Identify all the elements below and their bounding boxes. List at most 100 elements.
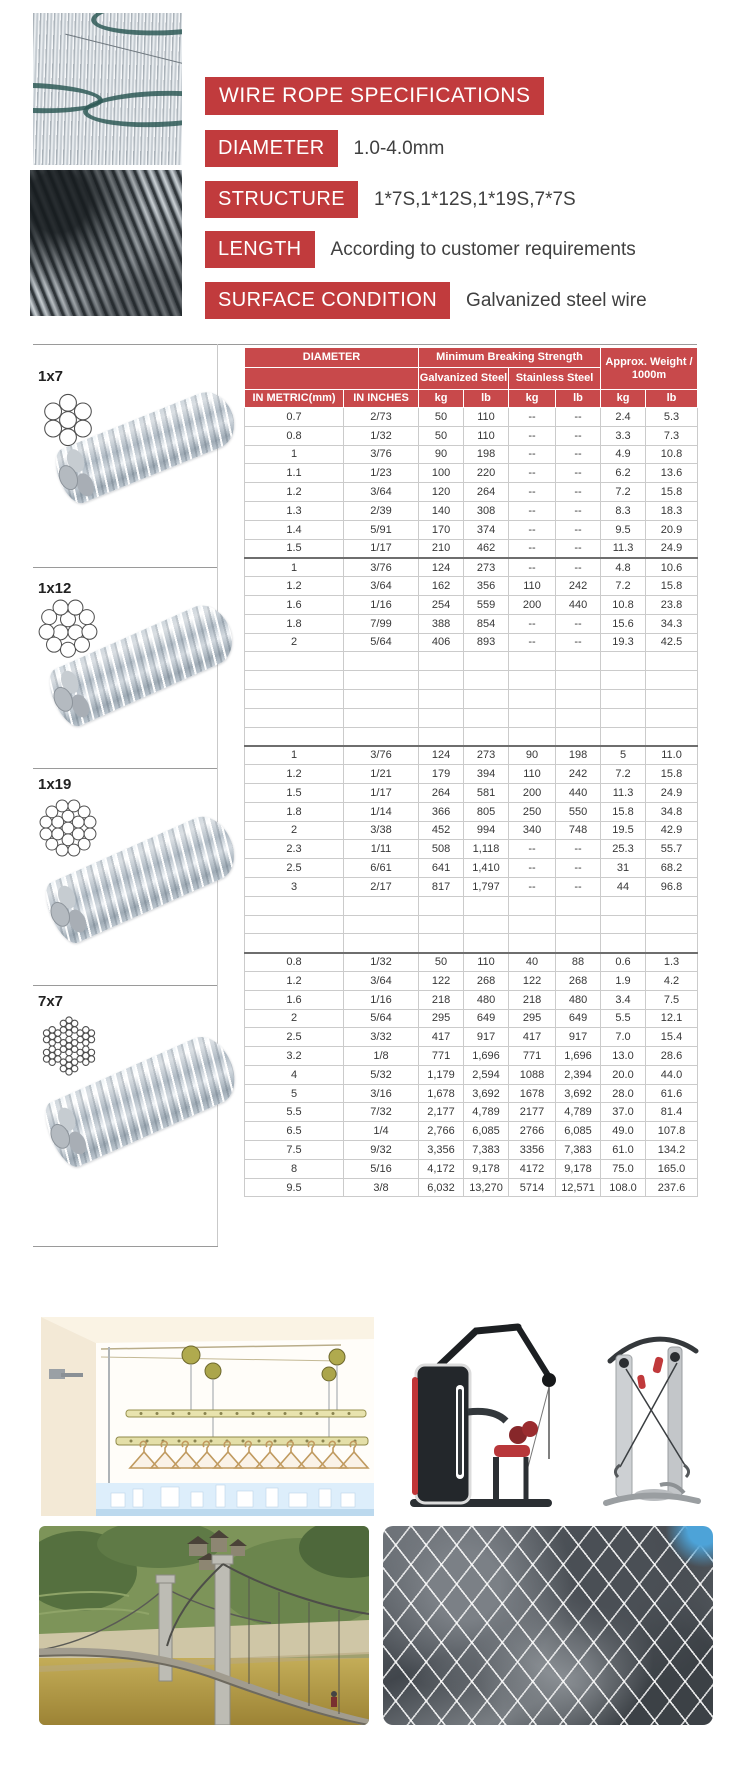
- table-row: 7.5 9/32 3,356 7,383 3356 7,383 61.0 134.2: [244, 1140, 699, 1160]
- table-row: 8 5/16 4,172 9,178 4172 9,178 75.0 165.0: [244, 1158, 699, 1179]
- table-header-weight: Approx. Weight / 1000m: [600, 347, 699, 390]
- table-cell: 210: [418, 538, 465, 559]
- spec-value: According to customer requirements: [330, 238, 636, 260]
- table-cell: 4,172: [418, 1158, 465, 1179]
- table-cell: 9,178: [555, 1158, 602, 1179]
- table-cell: 649: [555, 1008, 602, 1029]
- table-cell: 1.2: [244, 970, 344, 991]
- table-cell: [508, 933, 557, 954]
- table-cell: --: [508, 463, 557, 484]
- table-cell: [342, 651, 420, 672]
- table-cell: [645, 670, 699, 690]
- table-cell: 200: [508, 594, 557, 615]
- table-cell: 295: [418, 1008, 465, 1029]
- table-cell: [463, 651, 510, 672]
- table-cell: 440: [555, 782, 602, 803]
- table-cell: 1,696: [555, 1046, 602, 1066]
- table-cell: 917: [555, 1027, 602, 1048]
- table-cell: 1.3: [645, 951, 699, 972]
- app-image-lat-pulldown-machine: [398, 1317, 563, 1516]
- table-cell: 462: [463, 538, 510, 559]
- table-cell: 25.3: [600, 839, 647, 860]
- table-cell: 218: [418, 989, 465, 1010]
- spec-row-diameter: DIAMETER 1.0-4.0mm: [205, 130, 444, 167]
- table-cell: [508, 726, 557, 747]
- table-row: 1.6 1/16 254 559 200 440 10.8 23.8: [244, 594, 699, 615]
- table-header-breaking-strength: Minimum Breaking Strength: [418, 347, 602, 368]
- table-cell: 2: [244, 632, 344, 653]
- cross-section-diagram-1x7: [44, 393, 92, 447]
- table-cell: 1/8: [342, 1046, 420, 1066]
- cross-section-diagram-1x12: [38, 599, 98, 658]
- table-cell: 162: [418, 576, 465, 596]
- table-cell: 3/76: [342, 444, 420, 465]
- table-cell: 7.2: [600, 482, 647, 502]
- table-row: 0.7 2/73 50 110 -- -- 2.4 5.3: [244, 407, 699, 427]
- wire-coil-photo: [30, 170, 182, 316]
- table-cell: 20.9: [645, 519, 699, 540]
- app-image-rockfall-netting: [383, 1526, 713, 1725]
- table-header-row: DIAMETER Minimum Breaking Strength Appro…: [243, 347, 699, 390]
- table-cell: 1: [244, 556, 344, 578]
- rope-section-label-7x7: 7x7: [38, 993, 64, 1010]
- app-image-cable-crossover-machine: [598, 1317, 706, 1516]
- table-cell: 3/64: [342, 576, 420, 596]
- table-cell: 5/91: [342, 519, 420, 540]
- table-cell: 37.0: [600, 1102, 647, 1123]
- table-cell: [244, 895, 344, 916]
- spec-row-length: LENGTH According to customer requirement…: [205, 231, 636, 268]
- table-cell: 90: [418, 444, 465, 465]
- table-row: 1.5 1/17 210 462 -- -- 11.3 24.9: [244, 538, 699, 559]
- table-row: 3.2 1/8 771 1,696 771 1,696 13.0 28.6: [244, 1046, 699, 1066]
- table-cell: 1.8: [244, 801, 344, 822]
- table-cell: 1/17: [342, 782, 420, 803]
- spec-table-body: 0.7 2/73 50 110 -- -- 2.4 5.3 0.8 1/32 50 110 -- -- 3.…: [244, 407, 699, 1198]
- table-empty-row: [244, 726, 699, 747]
- table-cell: 7/32: [342, 1102, 420, 1123]
- table-cell: 237.6: [645, 1177, 699, 1198]
- table-row: 6.5 1/4 2,766 6,085 2766 6,085 49.0 107.8: [244, 1121, 699, 1142]
- table-cell: 110: [463, 425, 510, 446]
- table-cell: --: [555, 632, 602, 653]
- table-cell: --: [508, 632, 557, 653]
- table-cell: 50: [418, 407, 465, 427]
- table-cell: --: [508, 482, 557, 502]
- table-cell: 3,356: [418, 1140, 465, 1160]
- table-cell: 1.2: [244, 576, 344, 596]
- table-cell: --: [555, 858, 602, 878]
- table-cell: 11.3: [600, 782, 647, 803]
- table-cell: [600, 933, 647, 954]
- table-cell: 308: [463, 500, 510, 521]
- table-cell: 2,177: [418, 1102, 465, 1123]
- table-row: 1.2 3/64 162 356 110 242 7.2 15.8: [244, 576, 699, 596]
- table-cell: [645, 933, 699, 954]
- table-cell: [645, 651, 699, 672]
- table-cell: 2.5: [244, 1027, 344, 1048]
- table-cell: 917: [463, 1027, 510, 1048]
- table-empty-row: [244, 914, 699, 935]
- table-cell: [508, 914, 557, 935]
- table-cell: [600, 688, 647, 709]
- spec-value: Galvanized steel wire: [466, 289, 647, 311]
- table-header-lb: lb: [645, 389, 699, 408]
- table-cell: 480: [463, 989, 510, 1010]
- table-cell: --: [508, 839, 557, 860]
- app-image-drying-rack: [41, 1317, 374, 1516]
- table-cell: 366: [418, 801, 465, 822]
- table-cell: 100: [418, 463, 465, 484]
- table-cell: 250: [508, 801, 557, 822]
- table-cell: 1,696: [463, 1046, 510, 1066]
- table-row: 1.1 1/23 100 220 -- -- 6.2 13.6: [244, 463, 699, 484]
- table-cell: 110: [508, 576, 557, 596]
- table-cell: [418, 670, 465, 690]
- table-row: 2 3/38 452 994 340 748 19.5 42.9: [244, 820, 699, 841]
- table-cell: [645, 707, 699, 728]
- table-cell: [555, 688, 602, 709]
- table-cell: 3/64: [342, 970, 420, 991]
- table-cell: 340: [508, 820, 557, 841]
- table-cell: 24.9: [645, 538, 699, 559]
- table-cell: [508, 707, 557, 728]
- table-cell: 1,797: [463, 876, 510, 897]
- divider: [33, 768, 218, 769]
- table-cell: 581: [463, 782, 510, 803]
